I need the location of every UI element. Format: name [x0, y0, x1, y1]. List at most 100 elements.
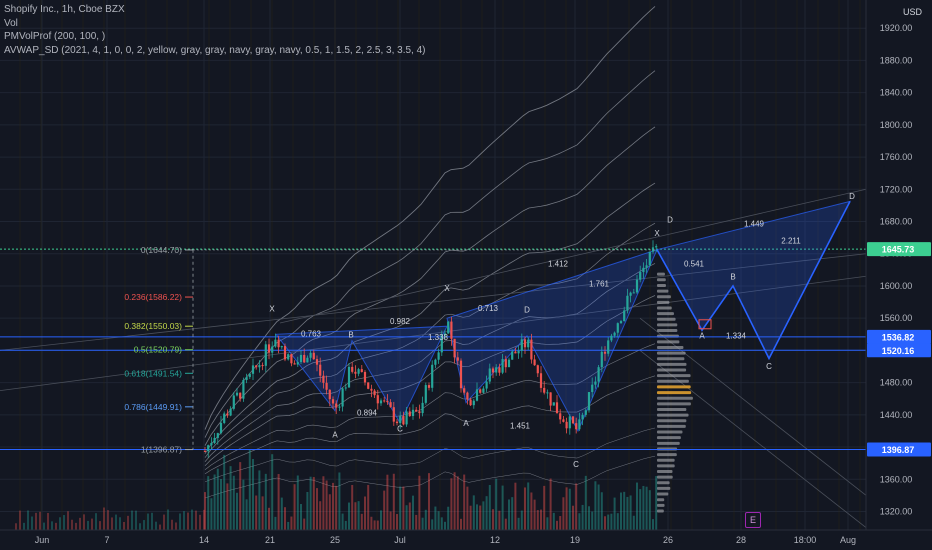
volume-bar — [207, 476, 210, 530]
volume-bar — [386, 474, 389, 530]
volume-bar — [431, 519, 434, 530]
profile-bar — [657, 283, 666, 287]
volume-bar — [648, 490, 651, 530]
volume-bars — [15, 449, 658, 530]
time-tick: 14 — [199, 535, 209, 545]
candle-body — [251, 365, 255, 374]
volume-bar — [575, 483, 578, 530]
volume-bar — [229, 466, 232, 530]
volume-bar — [655, 476, 658, 530]
candle-body — [376, 395, 379, 404]
price-axis[interactable]: 1320.001360.001400.001440.001480.001520.… — [865, 0, 932, 530]
candle-body — [555, 402, 559, 414]
volume-bar — [261, 496, 264, 530]
volume-bar — [415, 514, 418, 530]
volume-bar — [335, 485, 338, 530]
candle-body — [511, 351, 514, 360]
harmonic-point-label: C — [573, 460, 579, 469]
volume-bar — [396, 514, 398, 530]
candle-body — [277, 339, 280, 348]
price-tick: 1920.00 — [880, 23, 913, 33]
volume-bar — [469, 505, 472, 530]
volume-bar — [495, 478, 498, 530]
horizontal-lines — [0, 248, 866, 451]
candle-body — [578, 419, 581, 430]
candle-body — [312, 352, 315, 360]
time-axis[interactable]: Jun 7 14 21 25 Jul 12 19 26 28 18:00 Aug — [0, 529, 932, 550]
profile-bar — [657, 402, 691, 406]
candle-body — [264, 344, 267, 366]
profile-bar — [657, 340, 680, 344]
profile-bar — [657, 306, 672, 310]
symbol-title[interactable]: Shopify Inc., 1h, Cboe BZX — [4, 4, 125, 15]
profile-bar — [657, 368, 687, 372]
target-box — [698, 319, 712, 330]
volume-bar — [623, 491, 626, 530]
harmonic-point-label: B — [348, 330, 353, 339]
candle-body — [235, 392, 239, 396]
volume-bar — [476, 504, 478, 530]
harmonic-pattern-2 — [446, 248, 658, 433]
candle-body — [325, 382, 328, 390]
volume-bar — [338, 472, 341, 530]
candle-body — [639, 272, 642, 280]
volume-bar — [91, 518, 93, 530]
candle-body — [242, 379, 245, 399]
volume-bar — [527, 482, 530, 530]
volume-bar — [79, 517, 81, 530]
volume-bar — [300, 504, 302, 530]
candle-body — [616, 323, 619, 333]
candle-body — [536, 365, 539, 374]
legend-avwap[interactable]: AVWAP_SD (2021, 4, 1, 0, 0, 2, yellow, g… — [4, 44, 426, 56]
profile-bar — [657, 486, 671, 490]
volume-bar — [258, 470, 261, 530]
pattern-labels: XABCXADCXDABCD0.7630.9821.3380.7130.8941… — [269, 192, 855, 469]
volume-bar — [242, 479, 245, 530]
volume-bar — [357, 501, 360, 530]
candle-body — [219, 422, 223, 434]
candle-body — [271, 346, 274, 353]
candle-body — [399, 415, 402, 424]
volume-bar — [453, 472, 456, 530]
volume-bar — [27, 510, 29, 530]
candle-body — [402, 415, 405, 425]
profile-bar — [657, 391, 692, 395]
price-tick: 1760.00 — [880, 152, 913, 162]
price-tick: 1360.00 — [880, 474, 913, 484]
trend-line — [279, 188, 867, 324]
earnings-badge[interactable]: E — [745, 512, 761, 528]
volume-bar — [562, 497, 565, 530]
trend-line — [639, 317, 867, 496]
volume-bar — [159, 524, 161, 530]
candle-body — [495, 367, 498, 373]
volume-bar — [437, 511, 440, 530]
candle-body — [328, 389, 331, 400]
legend-pmvolprof[interactable]: PMVolProf (200, 100, ) — [4, 31, 106, 42]
volume-bar — [418, 475, 421, 530]
volume-bar — [402, 486, 405, 530]
candle-body — [431, 364, 434, 388]
profile-bar — [657, 419, 687, 423]
volume-bar — [533, 499, 536, 530]
volume-bar — [51, 521, 53, 530]
volume-bar — [341, 513, 344, 530]
harmonic-pattern-1 — [275, 325, 448, 424]
candle-body — [434, 359, 437, 365]
profile-bar — [657, 407, 687, 411]
candle-body — [226, 413, 229, 416]
volume-bar — [35, 512, 37, 530]
candle-body — [530, 339, 533, 360]
volume-bar — [167, 509, 169, 530]
price-axis-bg — [866, 0, 932, 530]
time-tick: 25 — [330, 535, 340, 545]
trend-line — [0, 275, 867, 392]
legend-vol[interactable]: Vol — [4, 17, 18, 29]
candle-body — [488, 368, 491, 382]
candle-body — [309, 352, 312, 358]
volume-bar — [408, 502, 411, 530]
volume-bar — [642, 485, 645, 530]
volume-bar — [565, 487, 568, 530]
harmonic-point-label: D — [667, 215, 673, 224]
candle-body — [274, 339, 277, 347]
